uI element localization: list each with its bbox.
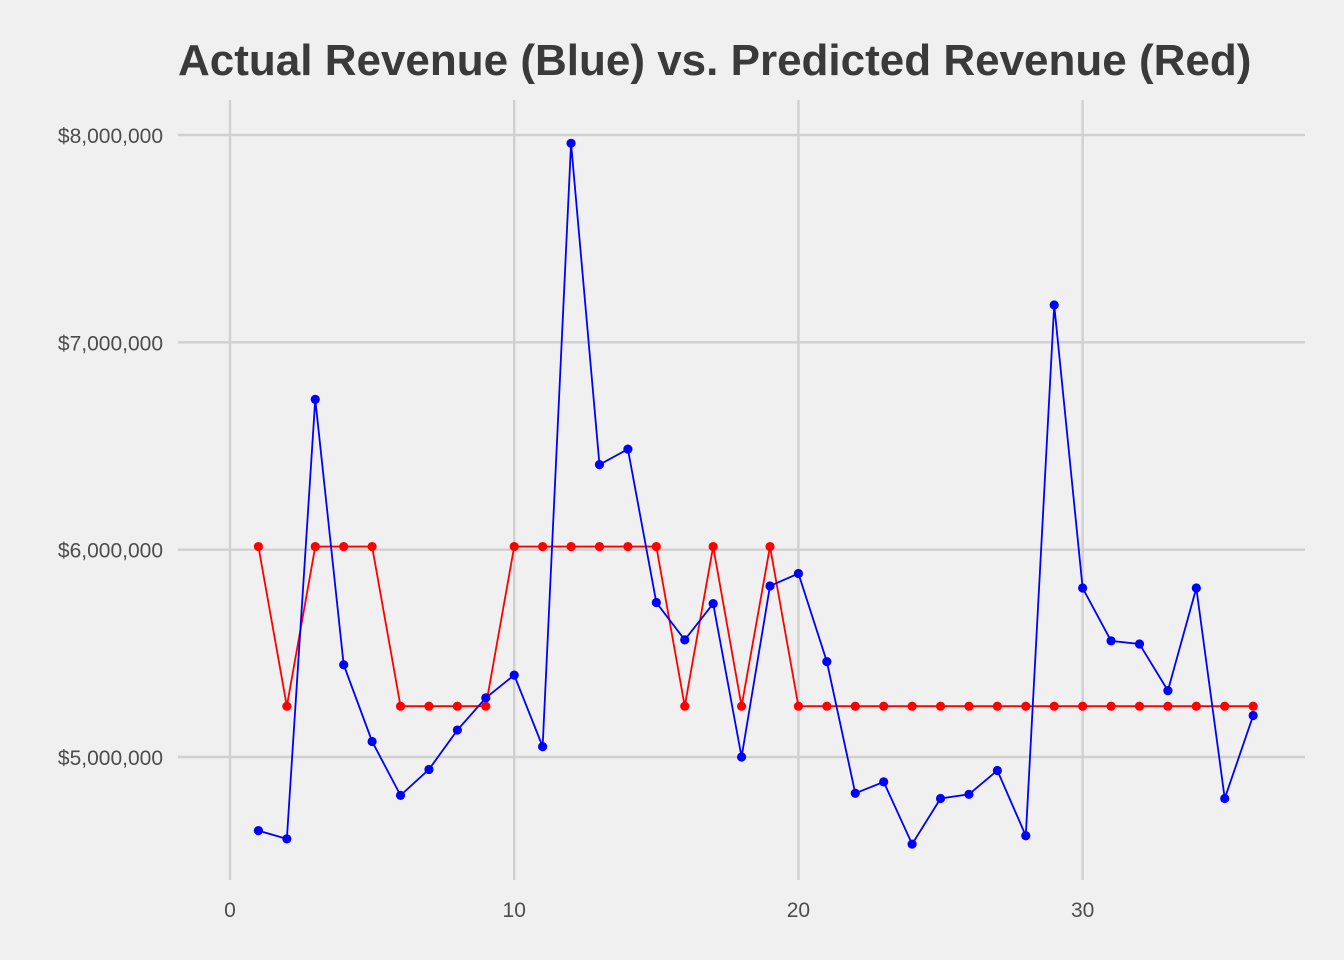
chart-title: Actual Revenue (Blue) vs. Predicted Reve… — [178, 36, 1251, 85]
series-layer — [253, 138, 1258, 849]
x-tick-label: 20 — [787, 899, 810, 922]
data-point-actual — [424, 764, 434, 775]
axis-tick-labels: $5,000,000 $6,000,000 $7,000,000 $8,000,000… — [58, 125, 1094, 922]
y-tick-label: $5,000,000 — [58, 747, 163, 770]
data-point-predicted — [282, 701, 292, 711]
data-point-predicted — [538, 541, 548, 552]
data-point-predicted — [793, 701, 804, 711]
data-point-actual — [1049, 300, 1059, 310]
y-tick-label: $8,000,000 — [58, 125, 163, 148]
data-point-actual — [935, 793, 946, 804]
data-point-actual — [253, 826, 264, 836]
data-point-actual — [907, 839, 917, 849]
x-tick-label: 30 — [1071, 899, 1094, 922]
data-point-actual — [850, 788, 860, 798]
data-point-actual — [964, 789, 974, 799]
series-actual — [253, 138, 1258, 849]
data-point-actual — [1134, 639, 1145, 649]
data-point-actual — [310, 394, 320, 404]
data-point-predicted — [879, 701, 889, 711]
data-point-actual — [623, 444, 633, 454]
data-point-predicted — [367, 541, 377, 552]
data-point-actual — [1078, 583, 1088, 593]
data-point-predicted — [822, 701, 832, 711]
data-point-predicted — [651, 541, 661, 552]
data-point-predicted — [850, 701, 860, 711]
series-line-actual — [258, 143, 1255, 846]
data-point-actual — [1163, 686, 1173, 696]
data-point-predicted — [310, 541, 320, 552]
data-point-predicted — [1049, 701, 1059, 711]
data-point-predicted — [509, 541, 519, 552]
data-point-predicted — [992, 701, 1002, 711]
data-point-actual — [680, 635, 690, 645]
data-point-predicted — [424, 701, 434, 711]
data-point-actual — [1220, 793, 1230, 804]
series-line-predicted — [257, 545, 1254, 708]
data-point-actual — [509, 670, 519, 680]
data-point-predicted — [1134, 701, 1145, 711]
data-point-predicted — [907, 701, 917, 711]
data-point-actual — [452, 725, 462, 735]
data-point-predicted — [395, 701, 406, 711]
data-point-predicted — [680, 701, 690, 711]
data-point-actual — [765, 581, 775, 591]
data-point-predicted — [566, 541, 576, 552]
data-point-actual — [1021, 831, 1031, 841]
data-point-predicted — [708, 541, 718, 552]
series-predicted — [253, 541, 1258, 711]
data-point-actual — [879, 777, 889, 787]
data-point-actual — [481, 693, 491, 703]
data-point-predicted — [1220, 701, 1230, 711]
data-point-predicted — [1021, 701, 1031, 711]
data-point-actual — [395, 790, 406, 800]
data-point-predicted — [1248, 701, 1258, 711]
data-point-predicted — [594, 541, 605, 552]
grid — [178, 100, 1305, 880]
data-point-actual — [282, 834, 292, 844]
x-tick-label: 0 — [224, 899, 236, 922]
x-tick-label: 10 — [503, 899, 526, 922]
data-point-actual — [594, 460, 605, 470]
data-point-actual — [708, 598, 718, 609]
data-point-predicted — [1191, 701, 1201, 711]
data-point-actual — [822, 657, 832, 667]
data-point-predicted — [935, 701, 946, 711]
data-point-actual — [651, 597, 661, 608]
data-point-actual — [992, 765, 1002, 776]
data-point-predicted — [964, 701, 974, 711]
data-point-actual — [566, 138, 576, 148]
y-tick-label: $7,000,000 — [58, 332, 163, 355]
data-point-actual — [1106, 636, 1116, 646]
data-point-actual — [339, 660, 349, 670]
data-point-actual — [1191, 583, 1201, 593]
data-point-predicted — [253, 541, 264, 552]
data-point-actual — [736, 752, 747, 762]
data-point-predicted — [481, 701, 491, 711]
data-point-actual — [367, 736, 377, 747]
data-point-actual — [793, 568, 804, 579]
data-point-actual — [1248, 710, 1258, 721]
y-tick-label: $6,000,000 — [58, 540, 163, 563]
data-point-predicted — [1106, 701, 1116, 711]
data-point-predicted — [1163, 701, 1173, 711]
data-point-predicted — [623, 541, 633, 552]
data-point-predicted — [765, 541, 775, 552]
data-point-predicted — [452, 701, 462, 711]
data-point-predicted — [1078, 701, 1088, 711]
data-point-actual — [538, 742, 548, 752]
data-point-predicted — [339, 541, 349, 552]
data-point-predicted — [736, 701, 747, 711]
